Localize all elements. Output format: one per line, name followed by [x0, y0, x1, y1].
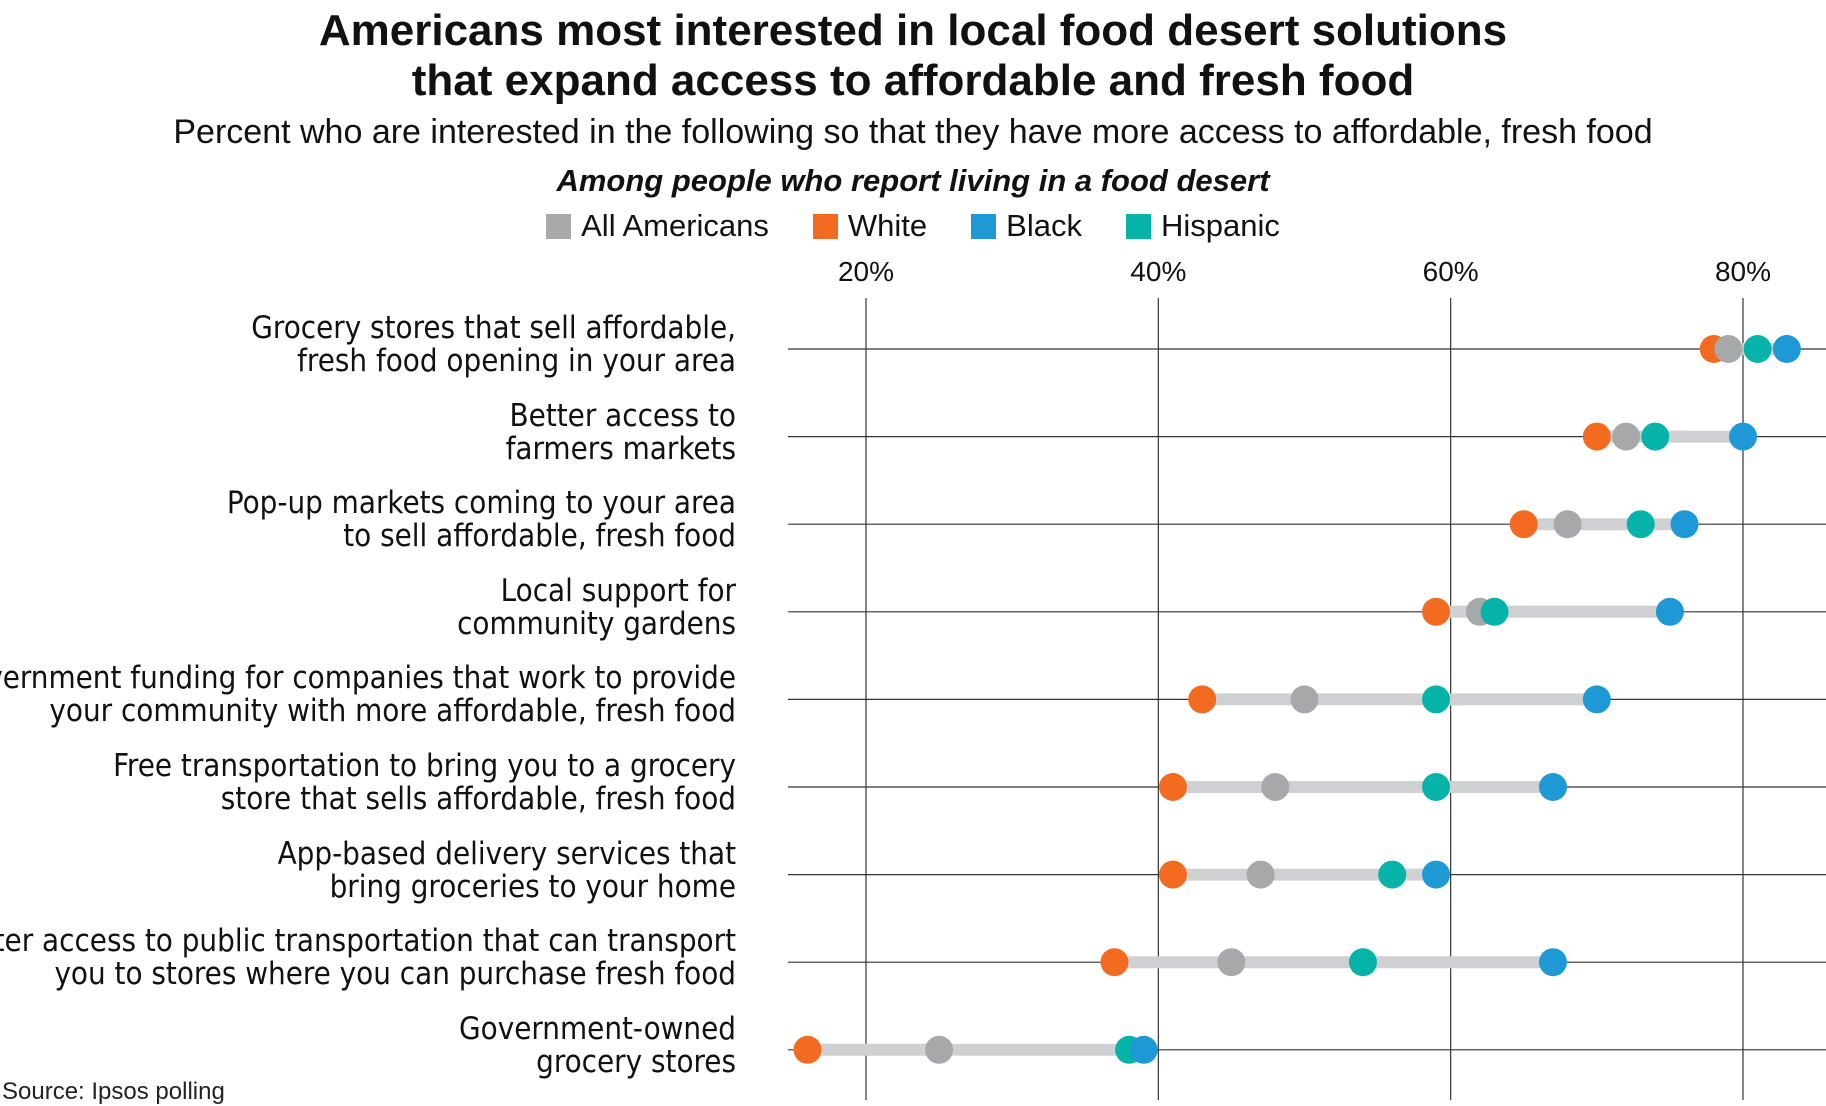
dot-hispanic — [1480, 597, 1509, 626]
category-label-line: App-based delivery services that — [277, 835, 736, 872]
legend-swatch-all-americans — [546, 213, 572, 239]
legend-label-hispanic: Hispanic — [1160, 208, 1280, 243]
dot-white — [1158, 773, 1187, 801]
dot-all-americans — [1290, 685, 1319, 714]
x-tick-label: 60% — [1422, 256, 1479, 287]
category-label-line: Government-owned — [459, 1010, 736, 1047]
category-label-line: Government funding for companies that wo… — [0, 660, 736, 697]
dot-black — [1582, 685, 1611, 714]
dot-white — [1188, 685, 1217, 714]
dot-white — [793, 1035, 822, 1064]
dot-hispanic — [1348, 948, 1377, 977]
dot-all-americans — [1714, 335, 1743, 363]
dot-black — [1538, 948, 1567, 977]
category-label-line: Better access to — [509, 397, 736, 434]
chart-title-line-2: that expand access to affordable and fre… — [411, 56, 1415, 105]
category-label-line: store that sells affordable, fresh food — [220, 781, 736, 817]
x-tick-label: 20% — [837, 256, 895, 287]
legend-swatch-black — [971, 213, 997, 239]
category-label-line: fresh food opening in your area — [297, 343, 736, 379]
category-label: Grocery stores that sell affordable, fres… — [251, 312, 736, 378]
dot-black — [1129, 1035, 1158, 1064]
chart-subtitle: Percent who are interested in the follow… — [173, 113, 1653, 151]
dot-all-americans — [1261, 773, 1290, 801]
dot-hispanic — [1422, 685, 1451, 714]
legend-label-white: White — [847, 208, 928, 243]
dot-all-americans — [1217, 948, 1246, 977]
category-label-line: Free transportation to bring you to a gr… — [113, 748, 736, 784]
category-label: Government-owned grocery stores — [459, 1010, 736, 1080]
category-label: Local support for community gardens — [457, 572, 736, 642]
dot-black — [1729, 422, 1757, 451]
dot-white — [1158, 860, 1187, 889]
dot-black — [1655, 597, 1684, 626]
legend-item-all-americans: All Americans — [546, 206, 769, 246]
category-label-line: to sell affordable, fresh food — [343, 518, 736, 555]
dot-white — [1509, 510, 1538, 539]
chart-title: Americans most interested in local food … — [0, 6, 1826, 106]
category-label-line: Local support for — [500, 572, 736, 609]
legend-swatch-hispanic — [1125, 213, 1151, 239]
category-label-line: Grocery stores that sell affordable, — [251, 310, 736, 346]
dot-white — [1582, 422, 1611, 451]
legend-swatch-white — [812, 213, 838, 239]
legend-item-hispanic: Hispanic — [1125, 206, 1280, 246]
source-note: Source: Ipsos polling — [2, 1078, 225, 1105]
category-label-line: your community with more affordable, fre… — [49, 693, 736, 730]
dot-black — [1538, 773, 1567, 801]
category-label-line: bring groceries to your home — [329, 868, 736, 905]
category-label: Free transportation to bring you to a gr… — [113, 750, 736, 816]
dot-black — [1422, 860, 1451, 889]
category-label: Pop-up markets coming to your area to sel… — [227, 487, 736, 553]
category-label-line: Pop-up markets coming to your area — [226, 485, 736, 522]
legend-label-black: Black — [1006, 208, 1082, 243]
dot-hispanic — [1378, 860, 1407, 889]
category-label-line: grocery stores — [536, 1043, 736, 1080]
dot-white — [1100, 948, 1129, 977]
category-label-line: you to stores where you can purchase fre… — [54, 956, 736, 993]
dot-hispanic — [1626, 510, 1655, 539]
dot-black — [1670, 510, 1699, 539]
category-label: Better access to public transportation t… — [0, 925, 736, 991]
category-label-line: farmers markets — [505, 430, 736, 467]
category-label-line: Better access to public transportation t… — [0, 923, 736, 960]
legend-item-white: White — [812, 206, 928, 246]
group-note: Among people who report living in a food… — [556, 163, 1270, 198]
dot-all-americans — [1612, 422, 1641, 451]
legend: All Americans White Black Hispanic — [0, 206, 1826, 246]
dot-white — [1422, 597, 1451, 626]
dot-hispanic — [1641, 422, 1670, 451]
x-tick-label: 40% — [1130, 256, 1187, 287]
category-label: Better access to farmers markets — [505, 397, 736, 467]
category-label: Government funding for companies that wo… — [0, 662, 736, 728]
category-label-line: community gardens — [457, 605, 736, 642]
dot-black — [1772, 335, 1801, 363]
dot-hispanic — [1743, 335, 1772, 363]
legend-item-black: Black — [971, 206, 1082, 246]
category-label: App-based delivery services that bring gr… — [277, 835, 736, 905]
dot-hispanic — [1422, 773, 1451, 801]
chart-title-line-1: Americans most interested in local food … — [318, 6, 1508, 55]
dot-all-americans — [1553, 510, 1582, 539]
legend-label-all-americans: All Americans — [581, 208, 769, 243]
dot-all-americans — [1246, 860, 1275, 889]
x-tick-label: 80% — [1714, 256, 1772, 287]
dot-all-americans — [925, 1035, 954, 1064]
